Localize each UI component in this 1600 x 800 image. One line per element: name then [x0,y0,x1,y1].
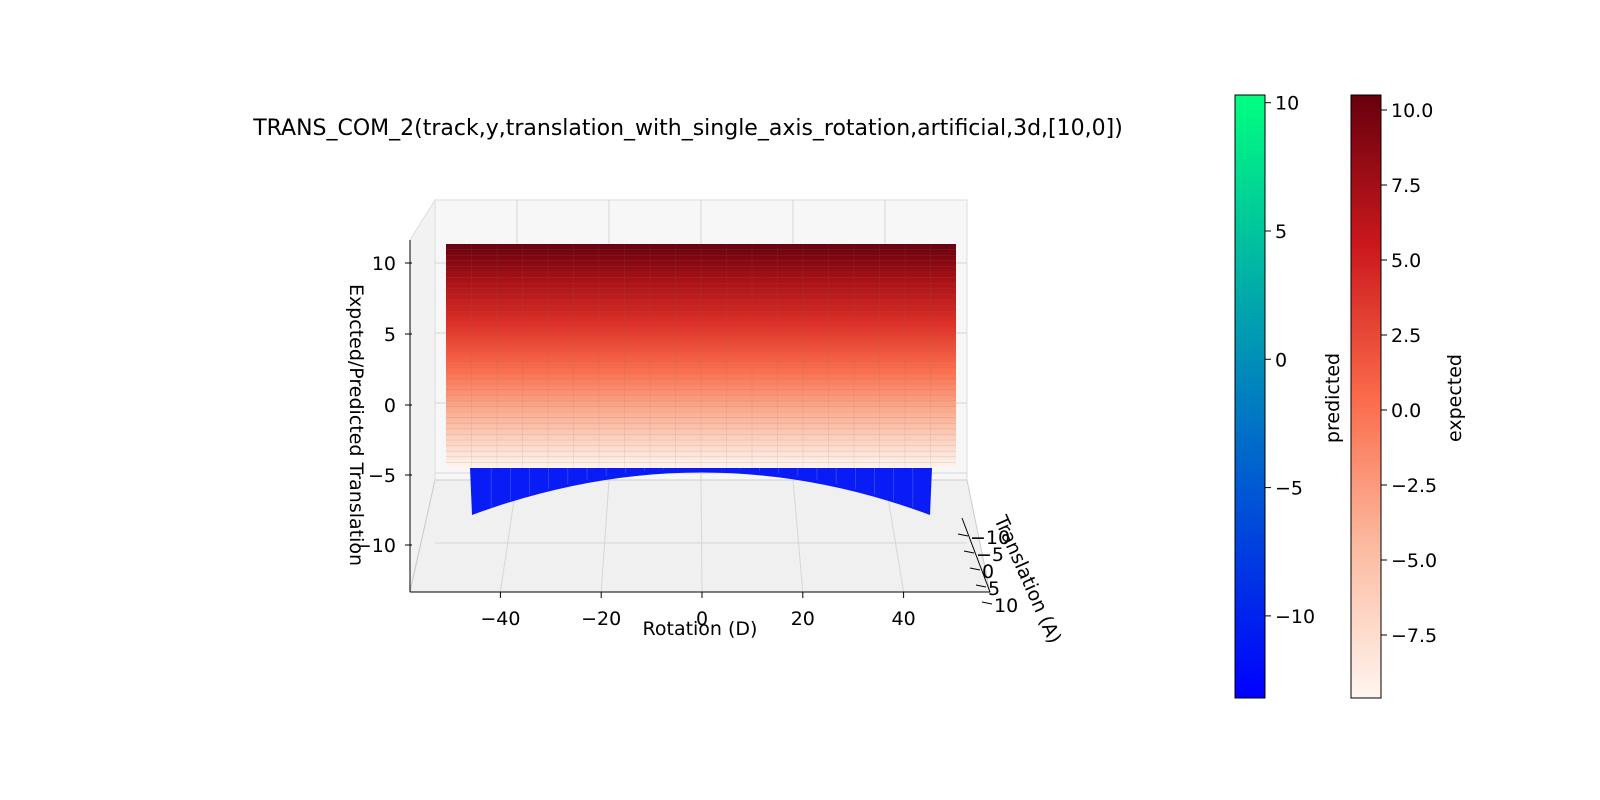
x-tick-labels: −40 −20 0 20 40 [480,592,916,630]
z-tick-label: 5 [384,324,396,346]
x-axis-label: Rotation (D) [643,618,758,640]
colorbar-predicted-gradient [1234,94,1266,699]
grid-line-floor [792,479,804,593]
surfaces [446,244,956,515]
colorbar-expected-gradient [1350,94,1382,699]
colorbar-tick-label: −2.5 [1391,475,1437,497]
colorbar-expected-ticks: 10.0 7.5 5.0 2.5 0.0 −2.5 −5.0 −7.5 [1381,100,1437,647]
colorbar-predicted-label: predicted [1322,353,1344,443]
y-tick-label: −10 [970,527,1010,549]
predicted-surface [470,468,932,515]
x-tick-label: −20 [581,608,621,630]
y-tick [963,550,975,554]
z-tick-label: 0 [384,395,396,417]
z-axis-label: Expcted/Predicted Translation [345,284,367,566]
chart-title: TRANS_COM_2(track,y,translation_with_sin… [252,116,1123,141]
colorbar-tick-label: 0 [1275,349,1287,371]
colorbar-tick-label: −10 [1275,606,1315,628]
y-tick-label: 0 [982,561,994,583]
y-tick-label: 5 [988,578,1000,600]
y-tick [975,584,987,588]
x-tick-label: 40 [892,608,916,630]
colorbar-expected: 10.0 7.5 5.0 2.5 0.0 −2.5 −5.0 −7.5 expected [1350,94,1466,699]
x-tick-label: 20 [791,608,815,630]
colorbar-expected-label: expected [1444,354,1466,442]
colorbar-tick-label: 2.5 [1391,325,1421,347]
y-axis-label: Translation (A) [989,511,1065,646]
colorbar-predicted: 10 5 0 −5 −10 predicted [1234,93,1344,699]
colorbar-predicted-ticks: 10 5 0 −5 −10 [1265,93,1315,628]
grid-line-floor [700,479,703,593]
colorbar-tick-label: −7.5 [1391,625,1437,647]
y-tick-label: 10 [994,595,1018,617]
y-tick [957,533,969,537]
z-tick-labels: 10 5 0 −5 −10 [356,253,412,557]
y-tick [981,601,993,605]
colorbar-tick-label: 5.0 [1391,250,1421,272]
colorbar-tick-label: −5 [1275,478,1303,500]
x-tick-label: 0 [696,608,708,630]
z-tick-label: −10 [356,535,396,557]
y-axis-line [961,517,991,593]
colorbar-tick-label: −5.0 [1391,550,1437,572]
z-tick-label: 10 [372,253,396,275]
colorbar-tick-label: 0.0 [1391,400,1421,422]
z-tick-label: −5 [368,465,396,487]
colorbar-tick-label: 5 [1275,221,1287,243]
colorbar-tick-label: 7.5 [1391,175,1421,197]
colorbar-tick-label: 10.0 [1391,100,1433,122]
grid-line-floor [600,479,610,593]
x-tick-label: −40 [480,608,520,630]
y-tick-label: −5 [976,544,1004,566]
colorbar-tick-label: 10 [1275,93,1299,115]
surface-mesh [446,244,956,508]
y-tick [969,567,981,571]
expected-surface [446,244,956,468]
